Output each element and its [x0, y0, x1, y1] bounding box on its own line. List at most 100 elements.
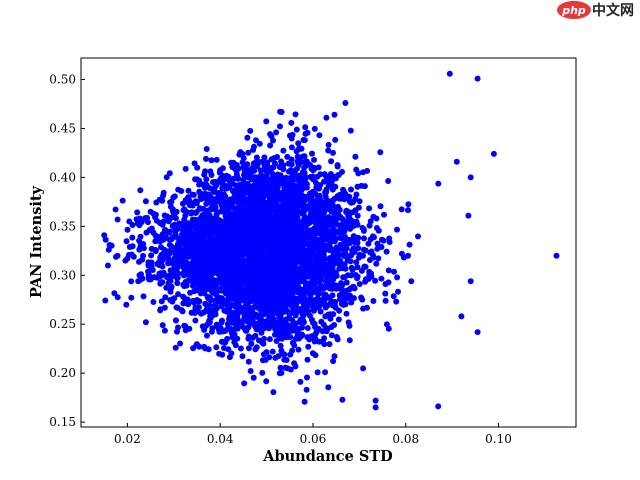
data-point	[276, 315, 283, 322]
data-point	[321, 243, 328, 250]
data-point	[259, 339, 266, 346]
data-point	[343, 287, 349, 294]
data-point	[374, 245, 381, 252]
data-point	[368, 270, 374, 277]
data-point	[164, 213, 171, 220]
data-point	[313, 230, 320, 237]
data-point	[326, 247, 333, 254]
data-point	[458, 313, 465, 320]
y-tick-label: 0.40	[49, 170, 76, 184]
data-point	[240, 164, 247, 171]
data-point	[216, 169, 223, 176]
data-point	[280, 321, 287, 328]
y-axis-title: PAN Intensity	[28, 185, 45, 298]
data-point	[259, 189, 266, 196]
data-point	[196, 298, 203, 305]
data-point	[251, 268, 258, 275]
data-point	[301, 267, 308, 274]
data-point	[269, 170, 276, 177]
data-point	[225, 219, 232, 226]
data-point	[253, 158, 260, 165]
data-point	[268, 256, 275, 263]
data-point	[280, 204, 287, 211]
data-point	[257, 167, 264, 174]
data-point	[272, 331, 278, 338]
data-point	[385, 178, 392, 184]
data-point	[283, 174, 289, 181]
data-point	[340, 188, 347, 195]
data-point	[124, 226, 131, 233]
data-point	[304, 129, 311, 136]
data-point	[292, 286, 299, 293]
data-point	[307, 201, 314, 208]
data-point	[281, 226, 288, 233]
data-point	[309, 316, 315, 323]
data-point	[126, 218, 133, 225]
data-point	[162, 294, 169, 301]
data-point	[291, 342, 298, 349]
data-point	[263, 118, 270, 125]
data-point	[242, 174, 249, 181]
data-point	[352, 196, 359, 202]
data-point	[232, 220, 239, 227]
data-point	[232, 166, 239, 173]
data-point	[350, 246, 357, 253]
data-point	[275, 353, 282, 360]
data-point	[301, 398, 308, 405]
data-point	[207, 315, 214, 322]
data-point	[236, 151, 243, 158]
data-point	[308, 272, 315, 279]
data-point	[114, 252, 121, 259]
data-point	[219, 193, 226, 200]
data-point	[168, 198, 175, 205]
data-point	[262, 199, 269, 206]
data-point	[182, 165, 189, 172]
data-point	[228, 262, 235, 269]
data-point	[298, 180, 305, 187]
data-point	[359, 224, 366, 231]
data-point	[398, 206, 405, 213]
data-point	[289, 131, 296, 138]
data-point	[326, 341, 333, 348]
data-point	[318, 251, 325, 258]
data-point	[282, 364, 289, 371]
data-point	[252, 214, 259, 221]
data-point	[435, 403, 442, 410]
data-point	[174, 280, 181, 287]
data-point	[332, 136, 339, 143]
y-axis-ticks: 0.150.200.250.300.350.400.450.50	[49, 73, 85, 429]
data-point	[203, 146, 210, 152]
data-point	[173, 317, 179, 324]
data-point	[190, 191, 197, 198]
data-point	[203, 176, 210, 183]
data-point	[174, 275, 181, 282]
data-point	[271, 286, 278, 293]
data-point	[241, 195, 248, 202]
data-point	[330, 252, 337, 258]
data-point	[287, 351, 294, 358]
data-point	[331, 353, 338, 360]
data-point	[334, 336, 341, 343]
data-point	[228, 159, 235, 166]
data-point	[179, 231, 186, 238]
y-tick-label: 0.50	[49, 73, 76, 87]
x-axis-title: Abundance STD	[262, 448, 393, 465]
data-point	[228, 233, 235, 240]
data-point	[325, 141, 332, 148]
data-point	[309, 192, 316, 199]
data-point	[248, 204, 255, 211]
data-point	[313, 257, 320, 264]
data-point	[288, 209, 295, 215]
data-point	[102, 297, 109, 304]
data-point	[322, 278, 329, 285]
data-point	[284, 285, 291, 292]
data-point	[258, 309, 265, 316]
data-point	[352, 153, 359, 160]
data-point	[370, 252, 376, 259]
data-point	[278, 158, 285, 165]
data-point	[301, 153, 308, 160]
data-point	[221, 224, 227, 231]
data-point	[322, 304, 329, 311]
data-point	[353, 259, 360, 266]
data-point	[207, 168, 214, 175]
